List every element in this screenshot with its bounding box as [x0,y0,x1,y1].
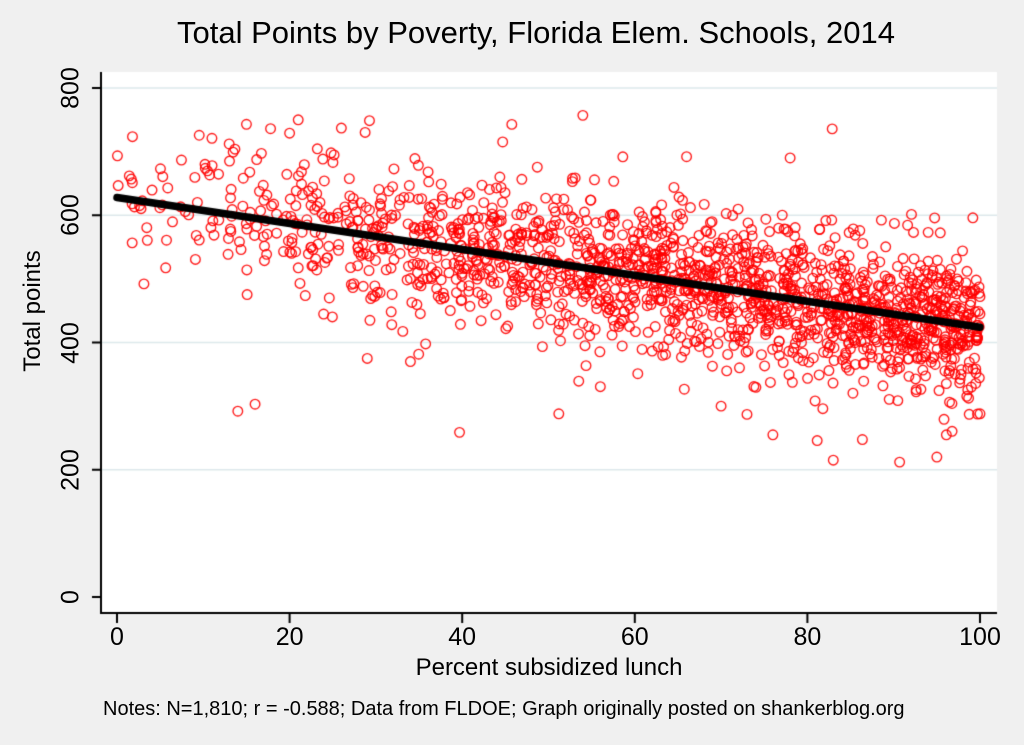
y-tick-label: 400 [56,321,85,364]
y-tick-label: 200 [56,448,85,491]
x-tick-label: 100 [959,623,1001,651]
x-tick-label: 60 [620,623,649,651]
chart-notes: Notes: N=1,810; r = -0.588; Data from FL… [103,698,905,720]
y-tick-label: 0 [56,590,85,604]
y-tick-label: 800 [56,67,85,109]
x-axis-title: Percent subsidized lunch [415,654,683,681]
y-tick-label: 600 [56,194,85,237]
chart-title: Total Points by Poverty, Florida Elem. S… [177,15,895,50]
x-tick-label: 0 [110,623,124,651]
x-tick-label: 80 [793,623,822,651]
x-tick-label: 20 [275,623,304,651]
x-tick-label: 40 [448,623,477,651]
y-axis-title: Total points [19,250,46,372]
